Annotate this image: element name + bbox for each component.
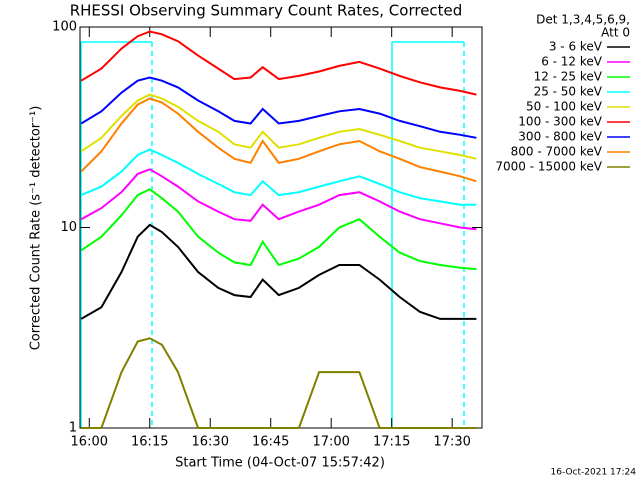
x-tick-label: 17:30 (433, 435, 470, 450)
series-line (80, 223, 477, 320)
legend-label: 6 - 12 keV (541, 55, 603, 69)
footer: 16-Oct-2021 17:24 (551, 468, 637, 478)
x-tick-label: 17:00 (312, 435, 349, 450)
legend-header: Att 0 (601, 26, 630, 40)
series-line (80, 93, 477, 160)
x-tick-label: 16:30 (192, 435, 229, 450)
y-tick-label: 1 (69, 421, 77, 436)
x-tick-label: 16:45 (252, 435, 289, 450)
legend-label: 300 - 800 keV (518, 130, 602, 144)
legend-label: 100 - 300 keV (518, 115, 602, 129)
x-axis-label: Start Time (04-Oct-07 15:57:42) (175, 456, 385, 471)
legend-label: 12 - 25 keV (534, 70, 603, 84)
legend-label: 3 - 6 keV (549, 40, 603, 54)
series-line (81, 337, 477, 429)
series-line (80, 76, 477, 139)
series-line (80, 168, 477, 231)
series-line (80, 148, 477, 206)
series-line (80, 97, 477, 183)
series-line (80, 30, 477, 96)
legend-label: 25 - 50 keV (534, 85, 603, 99)
y-axis-label: Corrected Count Rate (s⁻¹ detector⁻¹) (29, 106, 44, 351)
legend-label: 50 - 100 keV (526, 100, 603, 114)
y-tick-label: 10 (60, 220, 77, 235)
x-tick-label: 17:15 (373, 435, 410, 450)
series-line (80, 188, 477, 271)
x-tick-label: 16:00 (71, 435, 108, 450)
chart-title: RHESSI Observing Summary Count Rates, Co… (70, 2, 463, 20)
attenuator-markers (80, 41, 465, 428)
legend-header: Det 1,3,4,5,6,9, (536, 13, 630, 27)
y-tick-label: 100 (52, 20, 77, 35)
x-tick-label: 16:15 (131, 435, 168, 450)
legend-label: 7000 - 15000 keV (495, 160, 602, 174)
legend-label: 800 - 7000 keV (511, 145, 603, 159)
